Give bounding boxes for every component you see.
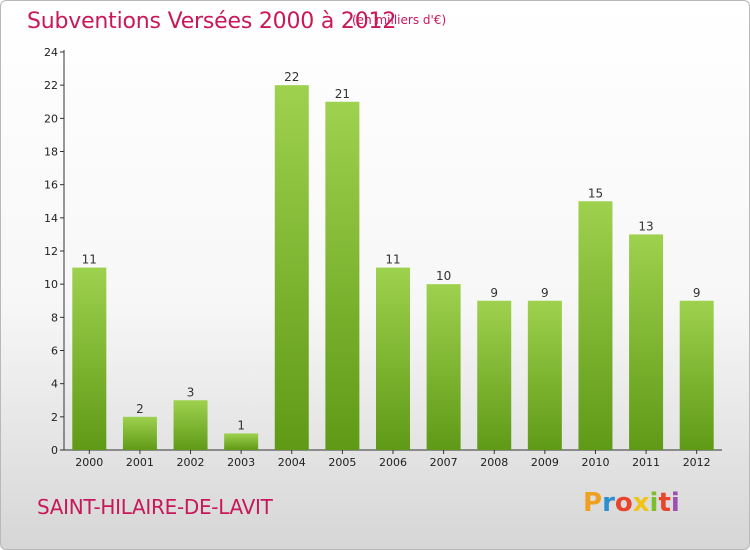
bar	[173, 400, 208, 450]
y-tick-label: 14	[44, 212, 58, 225]
bar	[274, 85, 309, 451]
x-tick-label: 2002	[177, 456, 205, 469]
bar-value-label: 9	[490, 286, 498, 300]
y-tick-label: 18	[44, 146, 58, 159]
x-tick-label: 2004	[278, 456, 306, 469]
x-tick-label: 2000	[75, 456, 103, 469]
bar	[629, 234, 664, 450]
bar-value-label: 21	[335, 87, 350, 101]
bar	[426, 284, 461, 450]
x-tick-label: 2012	[683, 456, 711, 469]
x-tick-label: 2008	[480, 456, 508, 469]
bar	[72, 267, 107, 450]
commune-name: SAINT-HILAIRE-DE-LAVIT	[37, 495, 273, 519]
bar	[122, 416, 157, 450]
logo-letter: t	[658, 488, 671, 518]
bar-value-label: 11	[82, 253, 97, 267]
bar	[527, 300, 562, 450]
bar	[376, 267, 410, 450]
logo-letter: i	[649, 488, 659, 518]
bar-value-label: 9	[541, 286, 549, 300]
y-tick-label: 22	[44, 79, 58, 92]
x-tick-label: 2001	[126, 456, 154, 469]
x-tick-label: 2011	[632, 456, 660, 469]
x-tick-label: 2006	[379, 456, 407, 469]
proxiti-logo[interactable]: Proxiti	[583, 488, 680, 518]
x-tick-label: 2003	[227, 456, 255, 469]
y-tick-label: 0	[51, 444, 58, 457]
bar-value-label: 9	[693, 286, 701, 300]
bar-value-label: 10	[436, 269, 451, 283]
logo-letter: i	[670, 488, 680, 518]
logo-letter: o	[614, 488, 633, 518]
y-tick-label: 20	[44, 112, 58, 125]
chart-subtitle: (en milliers d'€)	[352, 13, 447, 27]
bar	[477, 300, 512, 450]
y-tick-label: 6	[51, 345, 58, 358]
bar	[325, 101, 360, 450]
y-tick-label: 16	[44, 179, 58, 192]
y-tick-label: 24	[44, 46, 58, 59]
y-tick-label: 4	[51, 378, 58, 391]
bar-value-label: 13	[638, 219, 653, 233]
bar-value-label: 2	[136, 402, 144, 416]
chart-title: Subventions Versées 2000 à 2012	[27, 9, 397, 34]
y-tick-label: 2	[51, 411, 58, 424]
bar-value-label: 22	[284, 70, 299, 84]
bar-value-label: 3	[187, 385, 195, 399]
bar-value-label: 15	[588, 186, 603, 200]
y-tick-label: 10	[44, 278, 58, 291]
y-tick-label: 8	[51, 311, 58, 324]
bar	[578, 201, 613, 450]
bar-value-label: 1	[237, 418, 245, 432]
logo-letter: r	[602, 488, 615, 518]
bar-value-label: 11	[385, 253, 400, 267]
x-tick-label: 2007	[430, 456, 458, 469]
x-tick-label: 2009	[531, 456, 559, 469]
x-tick-label: 2010	[581, 456, 609, 469]
y-tick-label: 12	[44, 245, 58, 258]
bar	[224, 433, 259, 450]
logo-letter: P	[583, 488, 603, 518]
logo-letter: x	[632, 488, 650, 518]
bar	[679, 300, 714, 450]
x-tick-label: 2005	[328, 456, 356, 469]
